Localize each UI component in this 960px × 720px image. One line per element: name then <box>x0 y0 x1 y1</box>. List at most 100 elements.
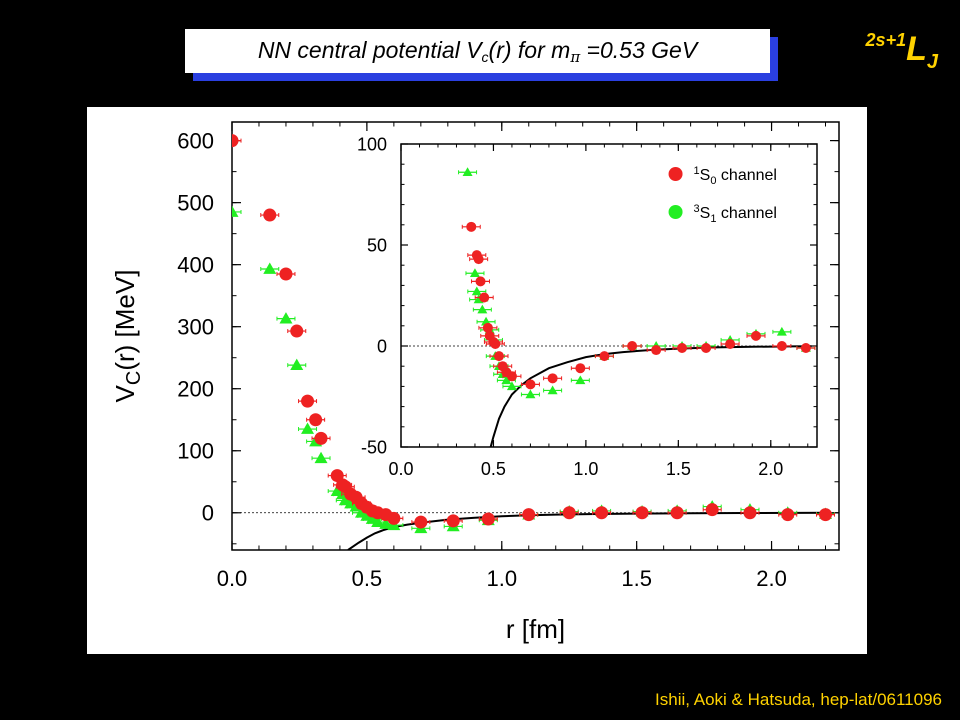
inset-legend-sup: 3 <box>694 203 700 215</box>
main-point-3s1 <box>290 358 304 371</box>
inset-legend-main: S <box>700 205 711 222</box>
chart-panel: 0.0 0.5 1.0 1.5 2.0 0 100 200 300 400 500 600 r [fm]… <box>87 107 867 654</box>
corner-sup: 2s+1 <box>865 30 907 50</box>
main-point-1s0 <box>232 134 239 148</box>
inset-y-tick-label: 0 <box>377 336 387 356</box>
main-fit-curve <box>347 511 831 550</box>
inset-point-3s1 <box>547 385 558 395</box>
main-point-1s0 <box>522 508 536 522</box>
inset-point-1s0 <box>493 351 504 362</box>
main-point-1s0 <box>705 503 719 517</box>
inset-point-1s0 <box>599 351 610 362</box>
main-point-1s0 <box>670 506 684 520</box>
main-x-tick-label: 1.0 <box>486 566 517 591</box>
main-y-tick-label: 400 <box>177 252 214 277</box>
inset-point-1s0 <box>750 330 761 341</box>
inset-y-tick-label: -50 <box>361 437 387 457</box>
inset-legend-main: S <box>700 167 711 184</box>
main-y-tick-label: 300 <box>177 314 214 339</box>
inset-point-1s0 <box>506 371 517 382</box>
main-point-3s1 <box>314 451 328 464</box>
corner-main: L <box>906 30 927 68</box>
main-y-tick-label: 200 <box>177 376 214 401</box>
inset-point-1s0 <box>575 363 586 374</box>
main-point-1s0 <box>309 413 323 427</box>
main-point-3s1 <box>232 205 239 217</box>
title-suffix: =0.53 GeV <box>580 36 698 63</box>
inset-point-3s1 <box>471 286 482 296</box>
inset-legend-label: 3S1 channel <box>694 203 777 225</box>
inset-x-tick-label: 0.5 <box>481 459 506 479</box>
inset-legend-marker <box>668 167 683 181</box>
inset-legend-sup: 1 <box>694 165 700 177</box>
main-x-tick-label: 0.0 <box>217 566 248 591</box>
inset-x-tick-label: 0.0 <box>388 459 413 479</box>
corner-sub: J <box>926 51 938 73</box>
inset-point-1s0 <box>466 221 477 232</box>
main-point-1s0 <box>481 512 495 526</box>
main-point-1s0 <box>781 508 795 522</box>
main-point-3s1 <box>379 517 393 529</box>
main-point-3s1 <box>279 312 293 324</box>
inset-background <box>401 144 817 447</box>
title-box: NN central potential Vc(r) for mπ =0.53 … <box>185 29 770 73</box>
main-y-tick-label: 100 <box>177 438 214 463</box>
main-point-1s0 <box>819 508 833 522</box>
main-y-tick-label: 0 <box>202 500 214 525</box>
inset-legend-marker <box>668 205 683 219</box>
main-point-1s0 <box>743 506 757 520</box>
inset-point-3s1 <box>506 381 517 391</box>
inset-point-1s0 <box>479 292 490 303</box>
main-plot-area <box>232 134 836 550</box>
inset-point-1s0 <box>651 345 662 356</box>
corner-label: 2s+1LJ <box>866 30 938 74</box>
inset-frame <box>400 143 818 448</box>
inset-point-1s0 <box>800 343 811 354</box>
main-point-1s0 <box>387 511 401 525</box>
main-y-axis-label: VC(r) [MeV] <box>110 270 145 403</box>
inset-point-3s1 <box>501 375 512 385</box>
inset-point-1s0 <box>776 341 787 351</box>
title-middle: (r) for m <box>488 36 571 63</box>
inset-point-3s1 <box>477 304 488 314</box>
title-pi: π <box>570 47 581 66</box>
inset-point-3s1 <box>776 326 787 336</box>
inset-point-3s1 <box>469 268 480 278</box>
inset-point-1s0 <box>475 276 486 287</box>
main-y-label-main: V <box>110 384 140 402</box>
inset-legend-label: 1S0 channel <box>694 165 777 187</box>
inset-x-tick-label: 1.0 <box>573 459 598 479</box>
inset-point-1s0 <box>482 322 493 333</box>
main-x-tick-label: 1.5 <box>621 566 652 591</box>
title-prefix: NN central potential V <box>257 36 482 63</box>
main-point-1s0 <box>414 515 428 529</box>
main-x-tick-label: 0.5 <box>352 566 383 591</box>
main-y-label-sub: C <box>123 371 145 385</box>
main-point-1s0 <box>263 208 277 222</box>
main-y-tick-label: 600 <box>177 128 214 153</box>
inset-point-1s0 <box>627 341 638 351</box>
inset-fit-curve <box>489 345 812 447</box>
inset-legend-sub: 0 <box>710 175 716 187</box>
main-x-tick-label: 2.0 <box>756 566 787 591</box>
inset-y-tick-label: 100 <box>357 134 387 154</box>
inset-legend-sub: 1 <box>710 213 716 225</box>
page-title: NN central potential Vc(r) for mπ =0.53 … <box>258 37 697 66</box>
inset-point-3s1 <box>462 167 473 177</box>
inset-point-1s0 <box>473 254 484 265</box>
main-point-1s0 <box>595 506 609 520</box>
main-point-1s0 <box>562 506 576 520</box>
inset-legend-rest: channel <box>716 167 777 184</box>
main-x-axis-label: r [fm] <box>506 614 565 644</box>
main-point-3s1 <box>301 422 315 434</box>
inset-point-1s0 <box>677 343 688 354</box>
main-point-1s0 <box>314 431 328 445</box>
inset-point-1s0 <box>701 343 712 354</box>
inset-point-1s0 <box>490 338 501 349</box>
main-point-3s1 <box>263 262 277 274</box>
inset-x-tick-label: 1.5 <box>666 459 691 479</box>
main-point-1s0 <box>446 514 460 528</box>
main-point-1s0 <box>279 267 293 281</box>
inset-point-3s1 <box>525 389 536 399</box>
